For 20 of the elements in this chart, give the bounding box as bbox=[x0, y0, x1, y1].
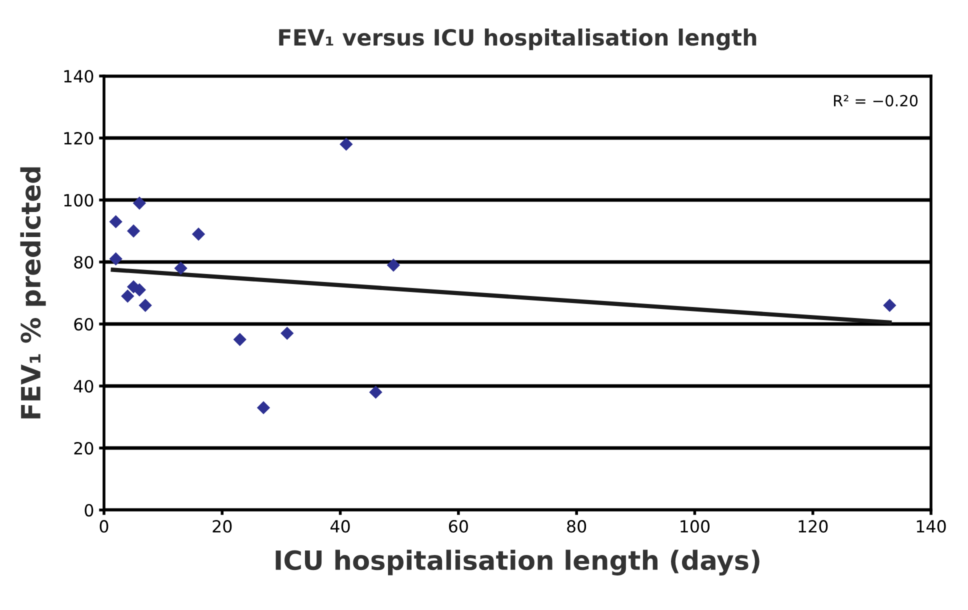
x-tick-label: 80 bbox=[567, 520, 586, 533]
x-tick-label: 20 bbox=[212, 520, 232, 533]
y-tick-label: 100 bbox=[64, 194, 94, 207]
x-tick-label: 100 bbox=[680, 520, 710, 533]
chart-title: FEV₁ versus ICU hospitalisation length bbox=[279, 28, 756, 50]
y-tick-label: 40 bbox=[74, 380, 94, 393]
x-tick-label: 140 bbox=[916, 520, 946, 533]
x-tick-label: 60 bbox=[448, 520, 468, 533]
y-tick-label: 0 bbox=[84, 504, 94, 517]
x-axis-title: ICU hospitalisation length (days) bbox=[276, 550, 760, 576]
x-tick-label: 120 bbox=[798, 520, 828, 533]
annotation: R² = −0.20 bbox=[834, 94, 918, 106]
y-axis-title: FEV₁ % predicted bbox=[20, 167, 46, 418]
y-tick-label: 80 bbox=[74, 256, 94, 269]
x-tick-label: 0 bbox=[100, 520, 108, 533]
y-tick-label: 20 bbox=[74, 442, 94, 455]
y-tick-label: 140 bbox=[64, 70, 94, 83]
x-tick-label: 40 bbox=[330, 520, 350, 533]
y-tick-label: 120 bbox=[64, 132, 94, 145]
y-tick-label: 60 bbox=[74, 318, 94, 331]
